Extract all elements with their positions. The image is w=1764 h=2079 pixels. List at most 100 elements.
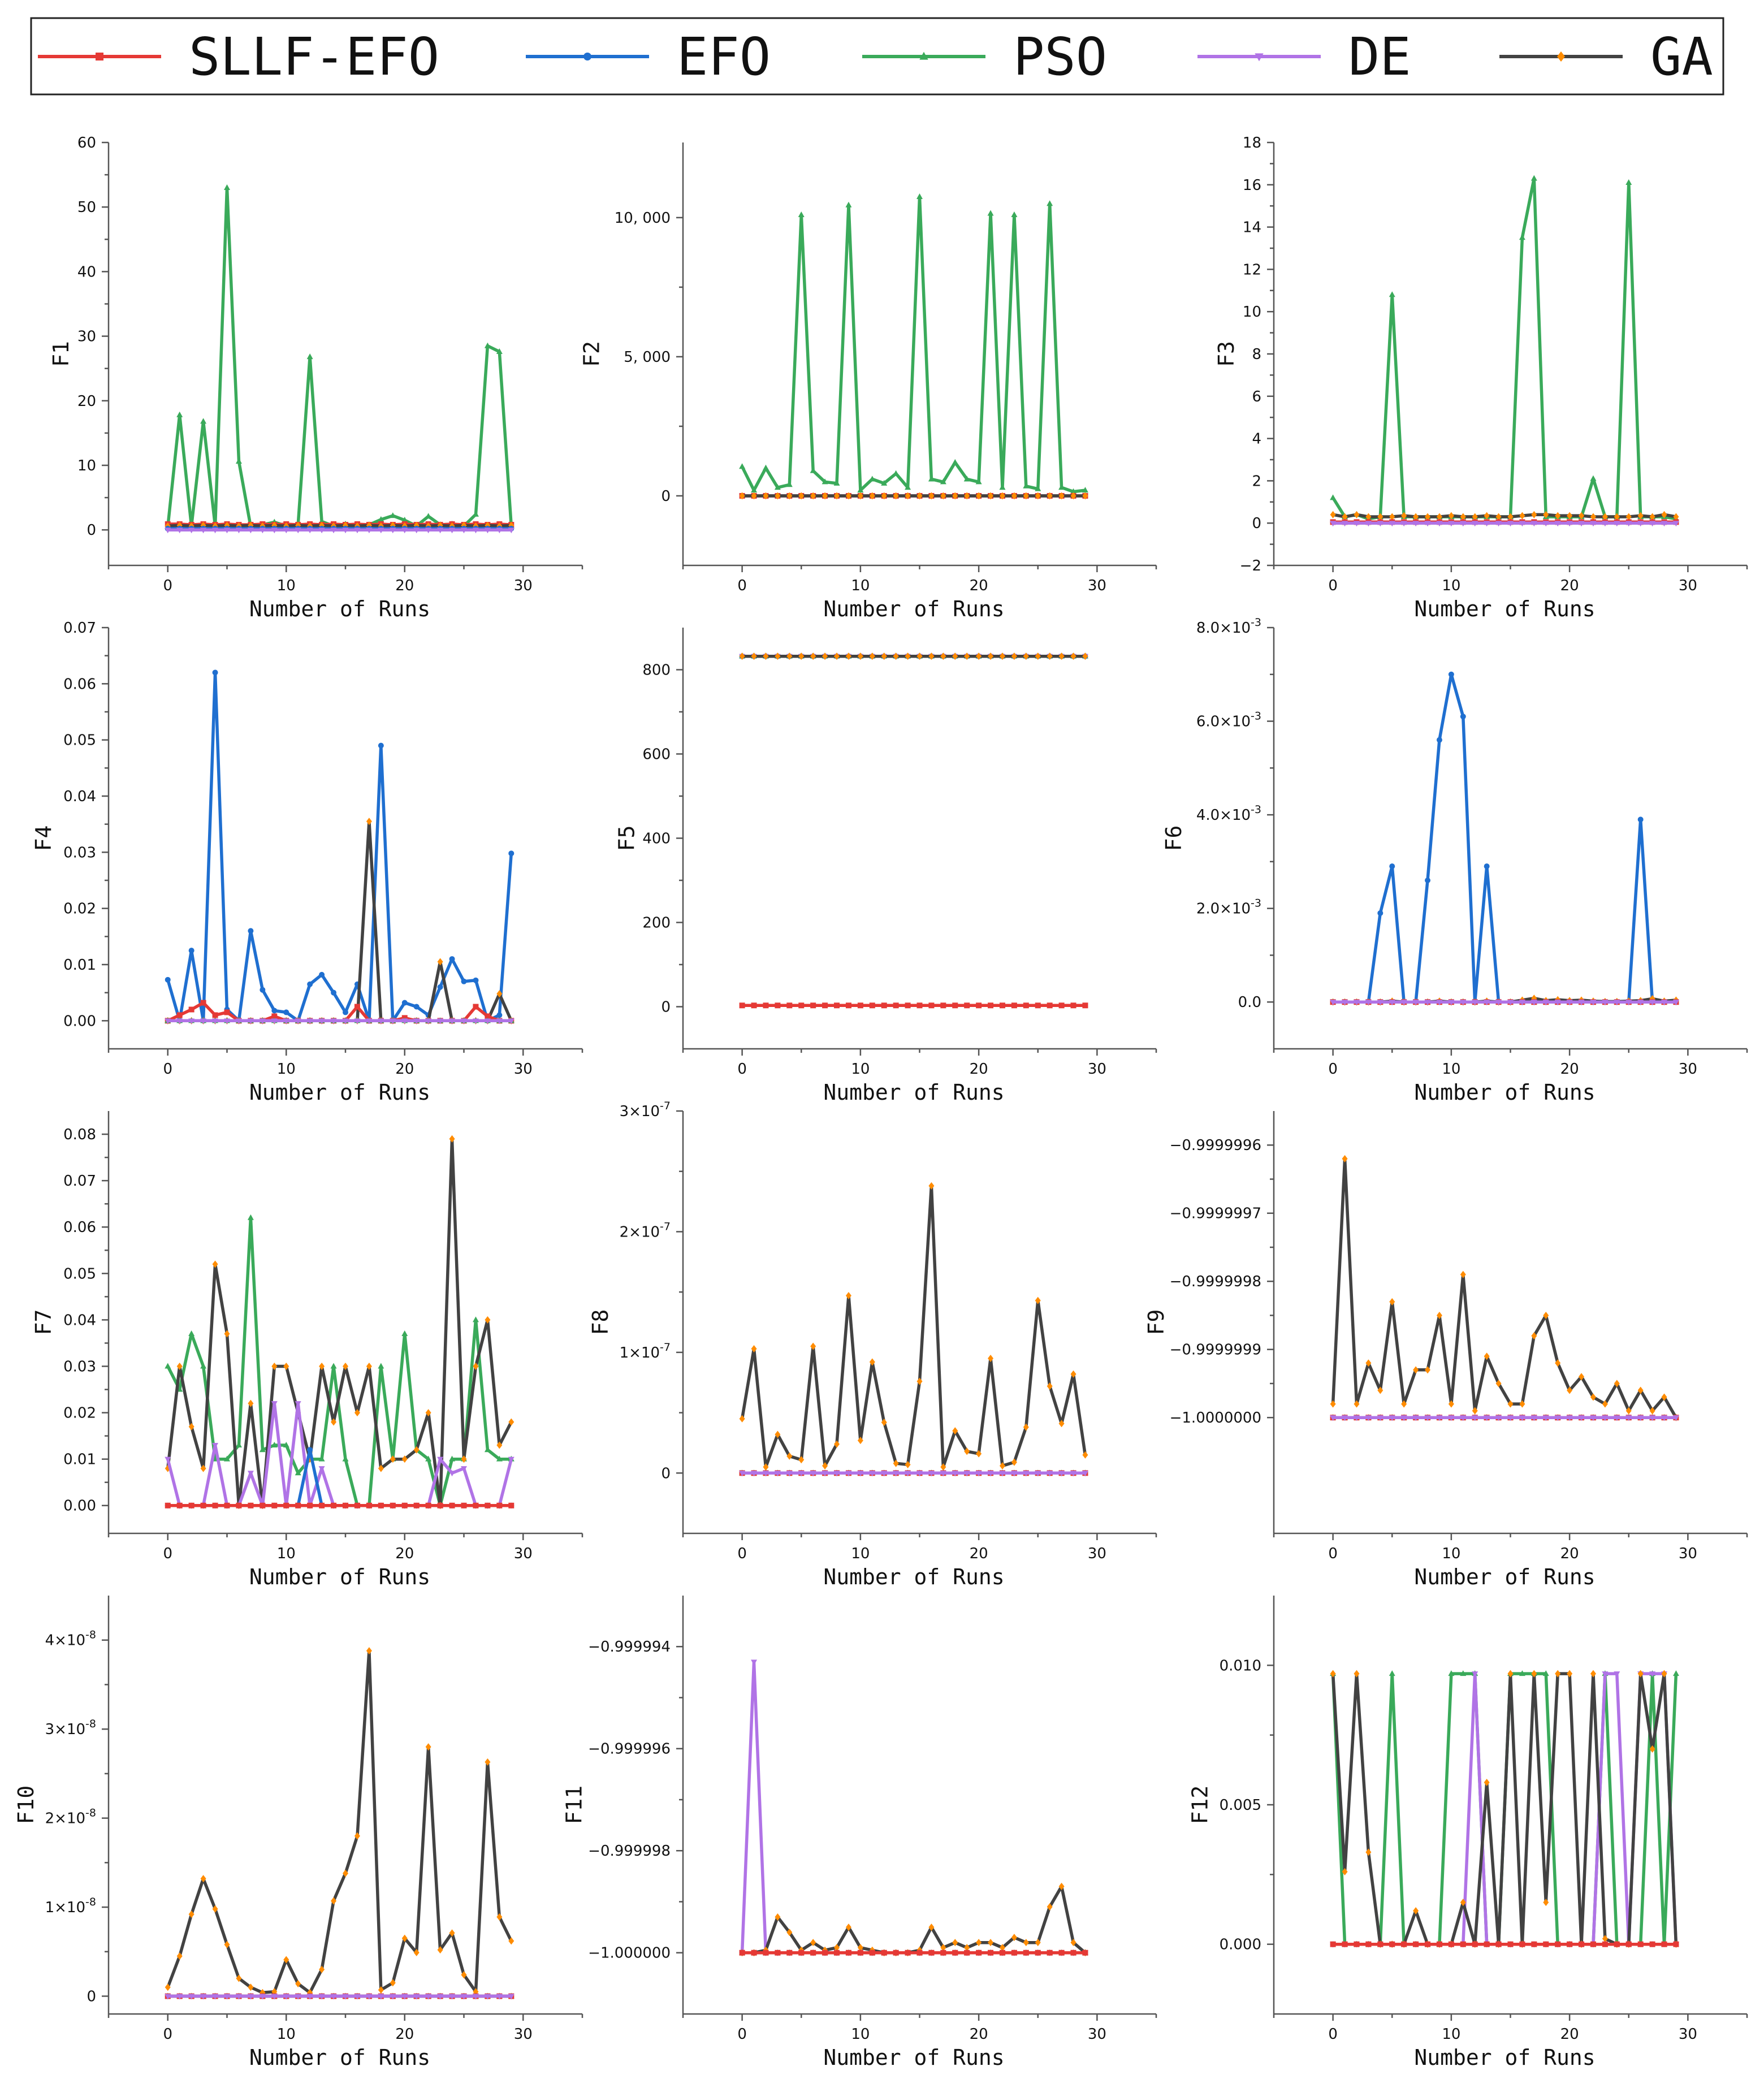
data-point: [775, 492, 781, 500]
data-point: [354, 1018, 361, 1025]
data-point: [1543, 1941, 1549, 1947]
data-point: [413, 1004, 420, 1010]
x-tick-label: 30: [1679, 2026, 1697, 2043]
data-point: [508, 1018, 514, 1025]
data-point: [798, 1950, 805, 1956]
data-point: [786, 1452, 793, 1460]
data-point: [751, 487, 758, 493]
data-point: [449, 1018, 456, 1025]
data-point: [1625, 179, 1632, 185]
data-point: [952, 652, 958, 660]
data-point: [165, 1994, 171, 2000]
data-point: [1082, 487, 1088, 493]
data-point: [833, 1471, 840, 1477]
data-point: [893, 470, 900, 476]
data-point: [1413, 1366, 1419, 1374]
data-point: [1590, 521, 1597, 527]
x-tick-label: 30: [514, 2026, 533, 2043]
data-point: [484, 1446, 491, 1453]
y-tick-label: 4×10-8: [45, 1629, 96, 1649]
data-point: [1567, 1386, 1573, 1394]
data-point: [1472, 1407, 1478, 1415]
data-point: [1011, 1458, 1017, 1466]
data-point: [473, 977, 479, 983]
data-point: [295, 1401, 301, 1407]
data-point: [165, 976, 171, 983]
data-point: [425, 528, 432, 534]
data-point: [1661, 1670, 1667, 1678]
series-pso: [165, 184, 514, 529]
series-line: [166, 1137, 513, 1507]
data-point: [1672, 521, 1679, 527]
data-point: [1579, 1941, 1585, 1947]
data-point: [1637, 1941, 1644, 1947]
data-point: [401, 528, 408, 534]
data-point: [1436, 1000, 1443, 1006]
y-tick-label: 0.03: [63, 844, 96, 861]
data-point: [1377, 521, 1383, 527]
data-point: [1590, 513, 1596, 521]
data-point: [165, 1018, 171, 1025]
x-tick-label: 10: [1442, 577, 1460, 594]
data-point: [999, 1002, 1005, 1009]
data-point: [1365, 1415, 1372, 1421]
data-point: [295, 528, 301, 534]
data-point: [1413, 1907, 1419, 1914]
data-point: [763, 1002, 769, 1009]
data-point: [378, 1994, 384, 2000]
y-tick-label: 200: [642, 915, 671, 932]
data-point: [964, 1950, 970, 1956]
data-point: [1590, 1000, 1597, 1006]
data-point: [763, 492, 769, 500]
data-point: [1542, 521, 1549, 527]
data-point: [1637, 1670, 1644, 1678]
data-point: [1579, 1373, 1585, 1381]
data-point: [1460, 1270, 1466, 1278]
data-point: [869, 652, 875, 660]
subplot-f12: 0 10 20 30 0.000 0.005 0.010 Number of Runs F12: [1188, 1596, 1748, 2070]
data-point: [1082, 1451, 1088, 1459]
data-point: [224, 1994, 230, 2000]
data-point: [473, 1502, 479, 1509]
y-tick-label: 4: [1252, 431, 1261, 448]
data-point: [822, 1471, 828, 1477]
data-point: [881, 652, 887, 660]
x-tick-label: 0: [1328, 2026, 1338, 2043]
series-de: [1330, 521, 1679, 527]
data-point: [1023, 492, 1029, 500]
x-tick-label: 10: [851, 2026, 870, 2043]
data-point: [1590, 1415, 1597, 1421]
series-pso: [739, 193, 1088, 494]
x-tick-label: 20: [1560, 577, 1579, 594]
data-point: [188, 1006, 194, 1013]
data-point: [857, 487, 864, 493]
data-point: [271, 1502, 278, 1509]
data-point: [1400, 1000, 1407, 1006]
data-point: [999, 1950, 1005, 1956]
data-point: [449, 1502, 455, 1509]
data-point: [786, 1929, 793, 1937]
data-point: [798, 211, 805, 217]
data-point: [1448, 671, 1454, 677]
series-ga: [739, 1882, 1088, 1957]
data-point: [1412, 1000, 1419, 1006]
data-point: [248, 928, 254, 934]
data-point: [1377, 1415, 1383, 1421]
subplot-f4: 0 10 20 30 0.00 0.01 0.02 0.03 0.04 0.05 0.06 0.07 N…: [31, 620, 583, 1105]
data-point: [845, 492, 851, 500]
data-point: [401, 1994, 408, 2000]
data-point: [425, 1018, 432, 1025]
data-point: [425, 1994, 432, 2000]
data-point: [331, 989, 337, 996]
data-point: [1519, 512, 1525, 520]
data-point: [1377, 910, 1383, 916]
data-point: [1530, 521, 1537, 527]
data-point: [798, 1456, 805, 1464]
data-point: [1330, 1670, 1336, 1678]
data-point: [786, 1950, 793, 1956]
data-point: [905, 492, 911, 500]
data-point: [999, 1471, 1006, 1477]
data-point: [343, 1009, 348, 1015]
y-tick-label: 0.010: [1220, 1657, 1261, 1674]
x-tick-label: 30: [1679, 1545, 1697, 1562]
